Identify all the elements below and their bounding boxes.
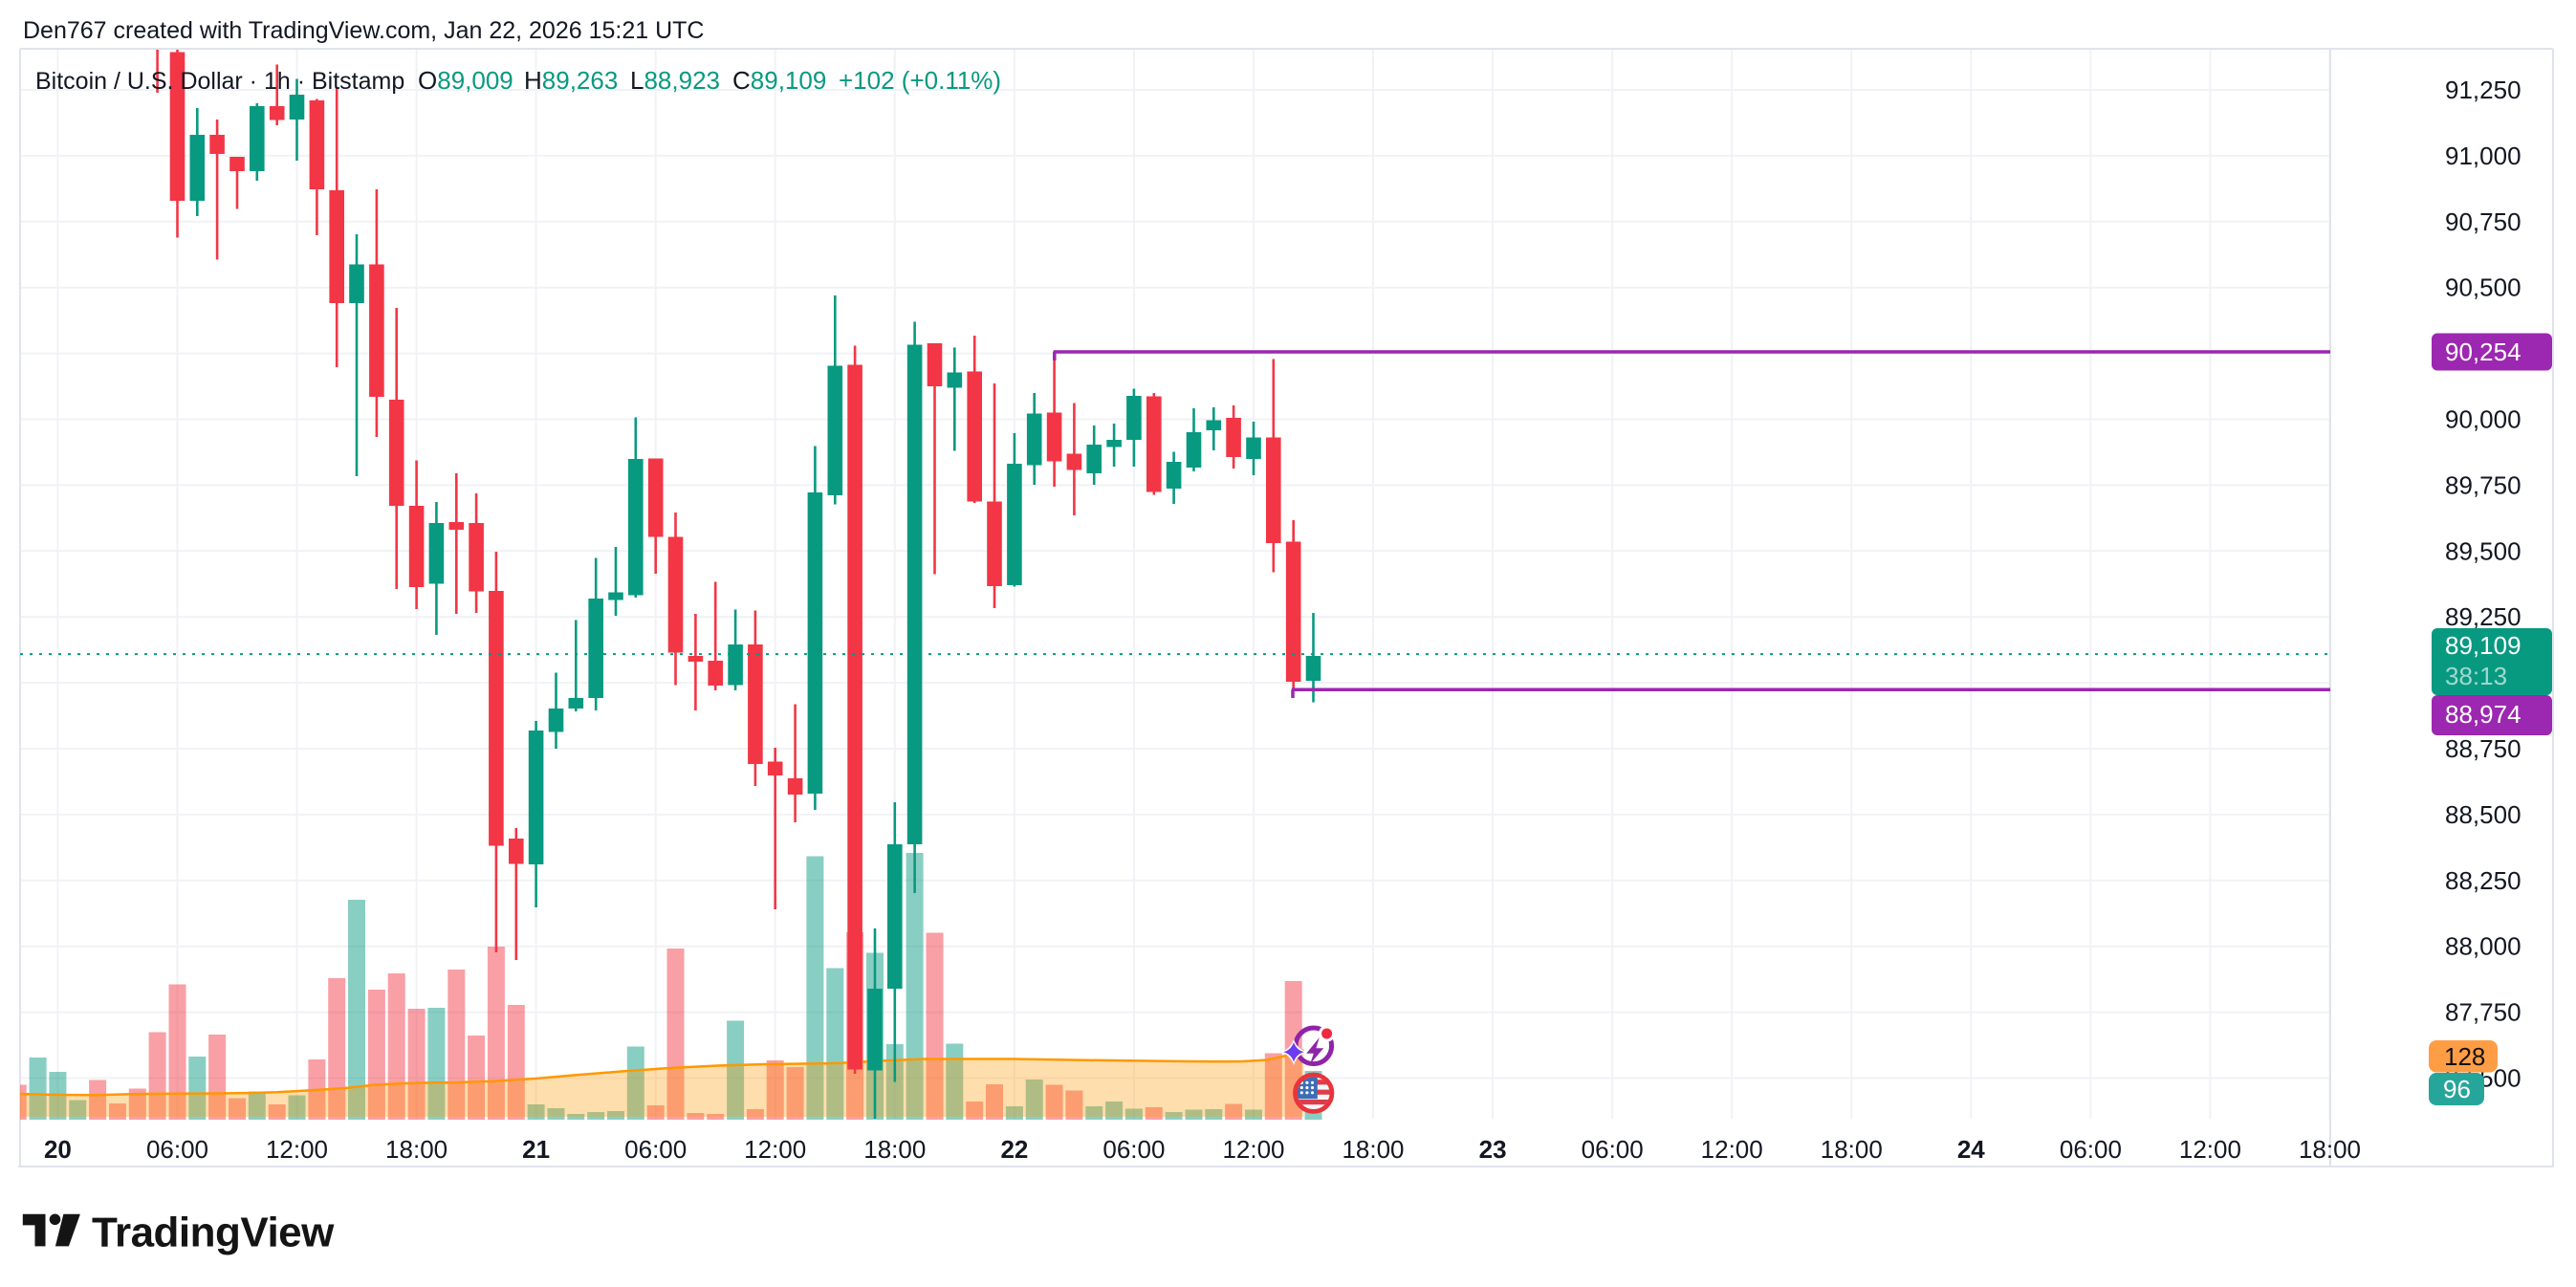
svg-text:L88,923: L88,923: [630, 66, 720, 95]
svg-text:90,000: 90,000: [2445, 405, 2521, 434]
svg-text:Den767 created with TradingVie: Den767 created with TradingView.com, Jan…: [23, 17, 704, 44]
svg-text:88,974: 88,974: [2445, 700, 2521, 729]
svg-text:12:00: 12:00: [2179, 1135, 2241, 1164]
svg-text:89,250: 89,250: [2445, 602, 2521, 631]
svg-text:91,000: 91,000: [2445, 142, 2521, 170]
svg-text:87,750: 87,750: [2445, 998, 2521, 1027]
svg-text:06:00: 06:00: [1582, 1135, 1644, 1164]
svg-text:23: 23: [1479, 1135, 1507, 1164]
svg-text:21: 21: [522, 1135, 550, 1164]
svg-text:20: 20: [44, 1135, 72, 1164]
svg-text:C89,109: C89,109: [732, 66, 826, 95]
svg-text:24: 24: [1957, 1135, 1985, 1164]
svg-text:+102 (+0.11%): +102 (+0.11%): [839, 66, 1001, 95]
svg-text:06:00: 06:00: [624, 1135, 687, 1164]
svg-text:128: 128: [2444, 1042, 2485, 1071]
svg-text:96: 96: [2443, 1075, 2471, 1103]
svg-text:12:00: 12:00: [1222, 1135, 1284, 1164]
svg-text:89,109: 89,109: [2445, 631, 2521, 660]
svg-text:88,250: 88,250: [2445, 866, 2521, 895]
svg-text:H89,263: H89,263: [524, 66, 618, 95]
svg-text:06:00: 06:00: [1102, 1135, 1165, 1164]
svg-text:06:00: 06:00: [2060, 1135, 2122, 1164]
svg-text:88,750: 88,750: [2445, 734, 2521, 763]
svg-text:12:00: 12:00: [744, 1135, 806, 1164]
svg-text:12:00: 12:00: [1701, 1135, 1763, 1164]
svg-text:18:00: 18:00: [1821, 1135, 1883, 1164]
svg-text:88,500: 88,500: [2445, 800, 2521, 829]
svg-text:91,250: 91,250: [2445, 76, 2521, 104]
svg-text:18:00: 18:00: [2299, 1135, 2361, 1164]
svg-text:18:00: 18:00: [863, 1135, 926, 1164]
svg-text:90,254: 90,254: [2445, 338, 2521, 366]
svg-text:90,500: 90,500: [2445, 273, 2521, 302]
svg-text:89,750: 89,750: [2445, 470, 2521, 499]
svg-text:90,750: 90,750: [2445, 207, 2521, 236]
svg-text:TradingView: TradingView: [92, 1210, 335, 1256]
svg-text:12:00: 12:00: [266, 1135, 328, 1164]
svg-text:89,500: 89,500: [2445, 536, 2521, 565]
svg-text:Bitcoin / U.S. Dollar · 1h · B: Bitcoin / U.S. Dollar · 1h · Bitstamp: [35, 68, 404, 95]
svg-text:22: 22: [1000, 1135, 1028, 1164]
svg-text:18:00: 18:00: [385, 1135, 448, 1164]
svg-text:88,000: 88,000: [2445, 932, 2521, 961]
svg-text:O89,009: O89,009: [418, 66, 513, 95]
svg-text:18:00: 18:00: [1342, 1135, 1404, 1164]
svg-text:38:13: 38:13: [2445, 662, 2507, 690]
svg-text:06:00: 06:00: [146, 1135, 208, 1164]
